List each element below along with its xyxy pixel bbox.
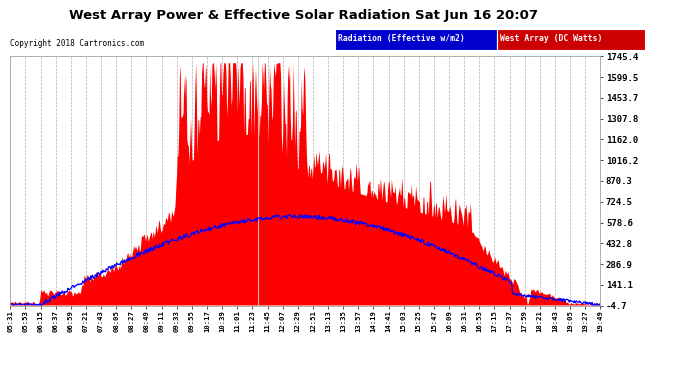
Text: West Array Power & Effective Solar Radiation Sat Jun 16 20:07: West Array Power & Effective Solar Radia… xyxy=(69,9,538,22)
Text: West Array (DC Watts): West Array (DC Watts) xyxy=(500,34,602,43)
Text: Radiation (Effective w/m2): Radiation (Effective w/m2) xyxy=(338,34,465,43)
Text: Copyright 2018 Cartronics.com: Copyright 2018 Cartronics.com xyxy=(10,39,144,48)
